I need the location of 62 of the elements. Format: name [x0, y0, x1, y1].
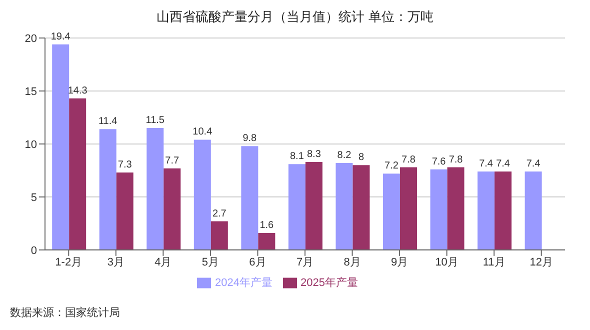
data-label: 1.6: [260, 220, 274, 231]
y-tick-label: 0: [30, 244, 37, 257]
data-label: 11.4: [98, 116, 118, 128]
bar: [478, 172, 495, 250]
bar: [241, 146, 258, 250]
bar: [524, 172, 542, 250]
data-label: 7.4: [526, 158, 541, 170]
data-label: 7.4: [496, 158, 510, 170]
data-label: 14.3: [68, 85, 88, 96]
y-tick-label: 10: [24, 138, 37, 151]
y-tick-label: 15: [24, 86, 37, 98]
data-label: 2.7: [212, 208, 227, 220]
bar: [305, 162, 322, 250]
bar: [69, 98, 86, 250]
data-label: 7.6: [432, 156, 446, 168]
bar: [164, 168, 181, 250]
data-label: 10.4: [192, 126, 213, 138]
bar: [336, 163, 353, 250]
bar: [52, 44, 70, 250]
bar: [352, 165, 370, 250]
bar: [430, 169, 448, 250]
bar: [194, 140, 211, 250]
legend-label: 2024年产量: [215, 276, 272, 289]
data-label: 7.3: [118, 160, 132, 171]
data-label: 8: [358, 152, 364, 164]
source-note: 数据来源：国家统计局: [10, 306, 120, 320]
data-label: 19.4: [50, 31, 71, 42]
data-label: 7.2: [384, 160, 399, 172]
data-label: 8.3: [307, 148, 322, 160]
data-label: 7.8: [448, 154, 464, 166]
x-tick-label: 12月: [530, 256, 553, 269]
data-label: 11.5: [146, 115, 165, 126]
x-tick-label: 8月: [344, 256, 361, 269]
data-label: 7.8: [402, 154, 416, 166]
data-label: 9.8: [242, 133, 258, 144]
bar: [146, 128, 164, 250]
bar: [210, 221, 228, 250]
x-tick-label: 7月: [296, 256, 314, 269]
data-label: 7.7: [165, 155, 180, 166]
y-tick-label: 5: [30, 192, 37, 204]
x-tick-label: 11月: [482, 256, 506, 269]
y-tick-label: 20: [24, 32, 37, 45]
bar: [383, 174, 400, 250]
bar: [99, 129, 116, 250]
data-label: 8.1: [290, 151, 304, 162]
x-tick-label: 3月: [107, 256, 124, 269]
bar: [494, 172, 512, 250]
x-tick-label: 1-2月: [55, 256, 82, 269]
data-label: 7.4: [479, 158, 494, 170]
bar: [288, 164, 306, 250]
data-label: 8.2: [337, 150, 352, 162]
x-tick-label: 4月: [154, 256, 172, 269]
bar: [447, 167, 464, 250]
bar: [400, 167, 417, 250]
x-tick-label: 6月: [249, 256, 266, 269]
bar: [258, 232, 276, 250]
x-tick-label: 9月: [390, 256, 408, 269]
x-tick-label: 10月: [435, 256, 458, 269]
bar: [116, 172, 134, 250]
legend-label: 2025年产量: [300, 276, 358, 289]
x-tick-label: 5月: [202, 256, 220, 269]
chart-title: 山西省硫酸产量分月（当月值）统计 单位：万吨: [156, 8, 434, 26]
